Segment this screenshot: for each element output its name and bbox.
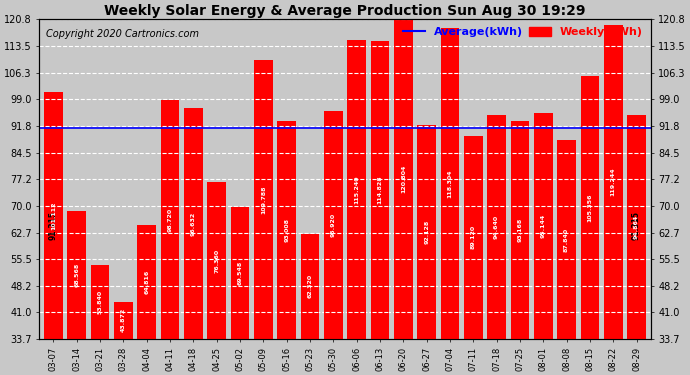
Bar xyxy=(534,114,553,339)
Text: 114.828: 114.828 xyxy=(377,176,382,204)
Bar xyxy=(161,100,179,339)
Text: 105.356: 105.356 xyxy=(587,193,593,222)
Bar xyxy=(604,25,622,339)
Bar xyxy=(254,60,273,339)
Text: 62.320: 62.320 xyxy=(308,274,313,298)
Text: 93.008: 93.008 xyxy=(284,218,289,242)
Bar xyxy=(464,136,482,339)
Text: 95.920: 95.920 xyxy=(331,213,336,237)
Bar xyxy=(627,114,646,339)
Text: 96.632: 96.632 xyxy=(191,211,196,236)
Bar xyxy=(417,124,436,339)
Text: 92.128: 92.128 xyxy=(424,220,429,244)
Bar xyxy=(277,122,296,339)
Title: Weekly Solar Energy & Average Production Sun Aug 30 19:29: Weekly Solar Energy & Average Production… xyxy=(104,4,586,18)
Text: 93.168: 93.168 xyxy=(518,218,522,242)
Text: 69.548: 69.548 xyxy=(237,261,242,285)
Text: 120.804: 120.804 xyxy=(401,165,406,194)
Text: 119.244: 119.244 xyxy=(611,168,615,196)
Text: 95.144: 95.144 xyxy=(541,214,546,238)
Bar xyxy=(487,116,506,339)
Bar xyxy=(44,92,63,339)
Text: 76.360: 76.360 xyxy=(214,249,219,273)
Text: 98.720: 98.720 xyxy=(168,208,172,232)
Text: 94.864: 94.864 xyxy=(634,214,639,239)
Text: 64.816: 64.816 xyxy=(144,270,149,294)
Text: 94.640: 94.640 xyxy=(494,215,499,239)
Text: 89.120: 89.120 xyxy=(471,225,476,249)
Text: 91.315: 91.315 xyxy=(49,211,58,240)
Bar xyxy=(301,234,319,339)
Bar xyxy=(347,40,366,339)
Text: 91.315: 91.315 xyxy=(632,211,641,240)
Text: 115.240: 115.240 xyxy=(354,175,359,204)
Bar xyxy=(114,302,132,339)
Bar xyxy=(558,140,576,339)
Bar xyxy=(184,108,203,339)
Text: 53.840: 53.840 xyxy=(97,290,103,314)
Bar xyxy=(137,225,156,339)
Text: 43.872: 43.872 xyxy=(121,308,126,332)
Text: Copyright 2020 Cartronics.com: Copyright 2020 Cartronics.com xyxy=(46,29,199,39)
Bar xyxy=(511,121,529,339)
Bar xyxy=(208,182,226,339)
Bar xyxy=(68,211,86,339)
Bar xyxy=(371,41,389,339)
Bar xyxy=(91,265,110,339)
Bar xyxy=(441,28,460,339)
Bar xyxy=(230,207,249,339)
Text: 118.304: 118.304 xyxy=(448,170,453,198)
Bar xyxy=(324,111,343,339)
Text: 101.112: 101.112 xyxy=(51,201,56,229)
Bar xyxy=(580,76,599,339)
Text: 87.840: 87.840 xyxy=(564,228,569,252)
Legend: Average(kWh), Weekly(kWh): Average(kWh), Weekly(kWh) xyxy=(401,25,645,39)
Text: 109.788: 109.788 xyxy=(261,185,266,214)
Bar xyxy=(394,20,413,339)
Text: 68.568: 68.568 xyxy=(75,263,79,287)
